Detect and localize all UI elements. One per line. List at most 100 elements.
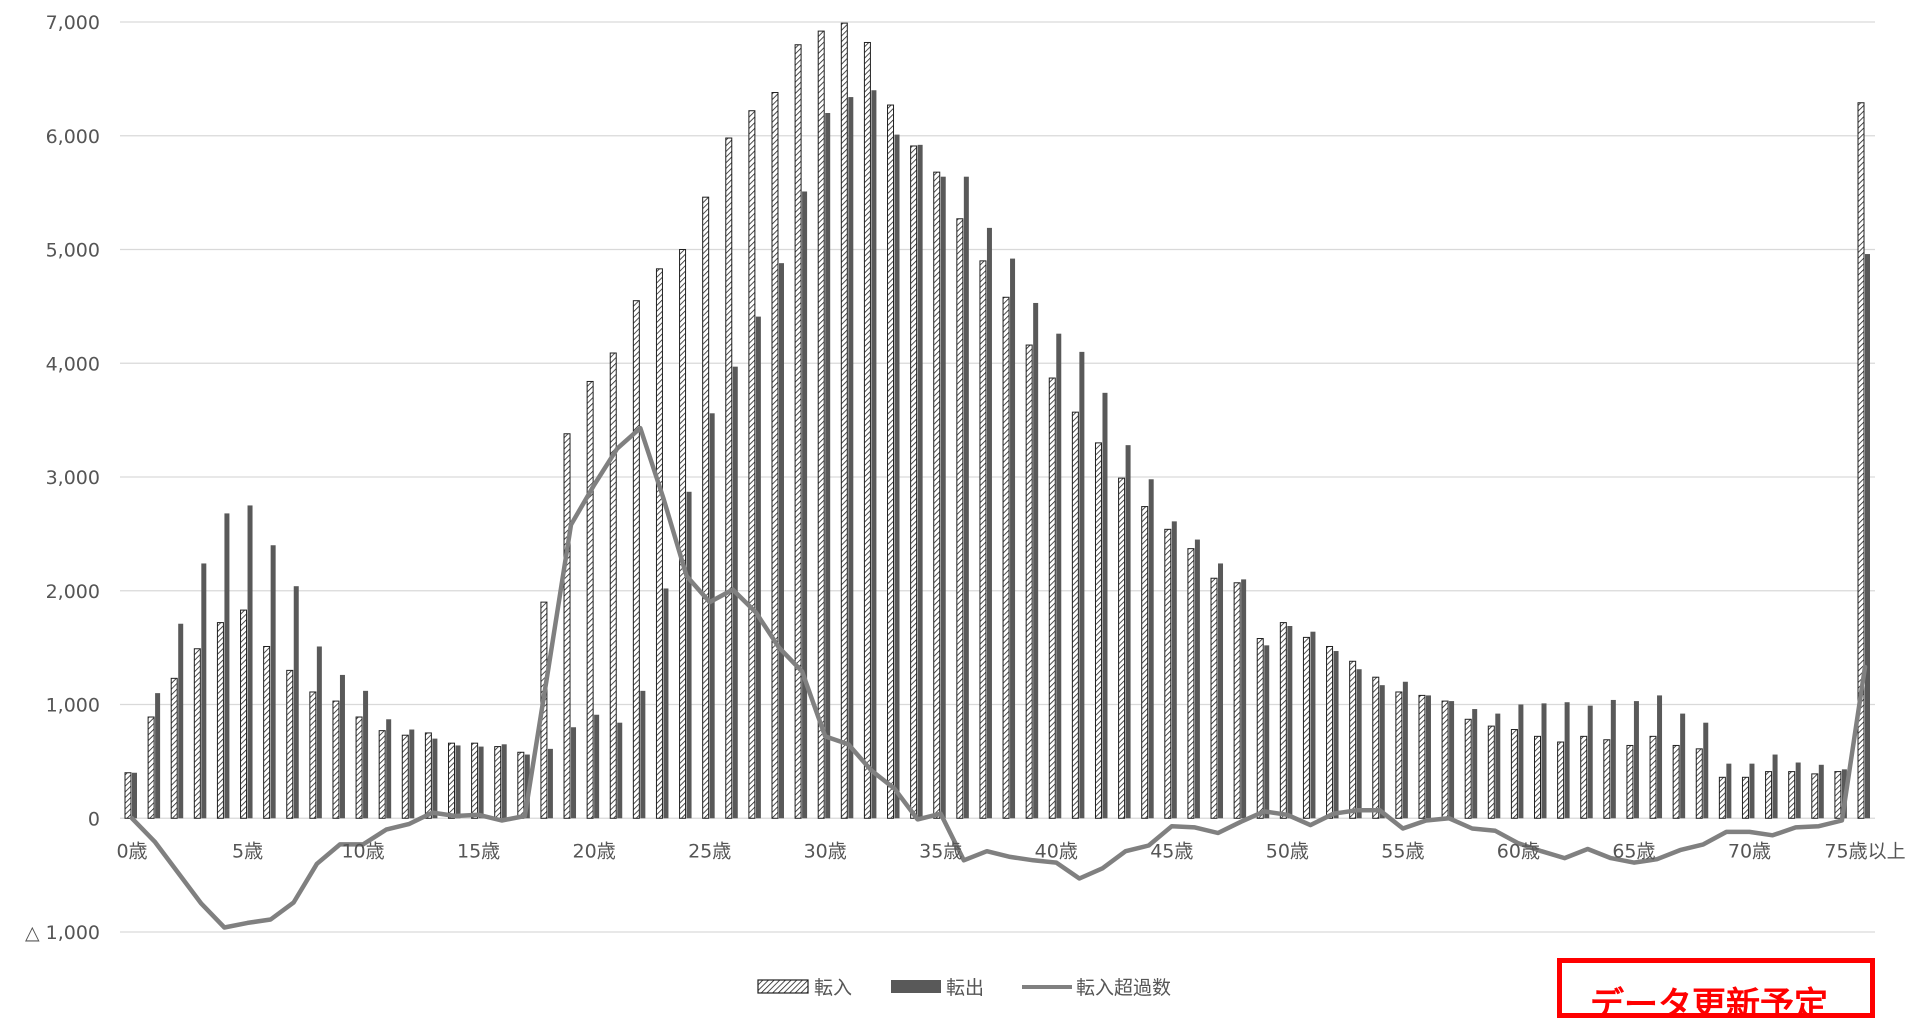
x-tick-label: 60歳 — [1497, 840, 1540, 862]
bar-outflow — [1796, 763, 1801, 819]
bar-outflow — [1657, 695, 1662, 818]
bar-inflow — [726, 138, 732, 818]
bar-inflow — [148, 717, 154, 818]
bar-inflow — [888, 105, 894, 818]
bar-inflow — [310, 692, 316, 818]
x-tick-label: 35歳 — [919, 840, 962, 862]
bar-inflow — [1165, 529, 1171, 818]
bar-inflow — [934, 172, 940, 818]
legend-label-outflow: 転出 — [946, 977, 984, 999]
bar-outflow — [1611, 700, 1616, 818]
bar-outflow — [1703, 723, 1708, 819]
bar-inflow — [841, 23, 847, 818]
bar-inflow — [1303, 637, 1309, 818]
x-tick-label: 65歳 — [1612, 840, 1655, 862]
bar-outflow — [224, 513, 229, 818]
bar-outflow — [871, 90, 876, 818]
bar-inflow — [1419, 695, 1425, 818]
bar-outflow — [1819, 765, 1824, 818]
bar-outflow — [363, 691, 368, 818]
bar-outflow — [1565, 702, 1570, 818]
bar-outflow — [1310, 632, 1315, 819]
bar-outflow — [317, 646, 322, 818]
bar-inflow — [564, 434, 570, 818]
bar-outflow — [340, 675, 345, 818]
bar-inflow — [818, 31, 824, 818]
bar-outflow — [155, 693, 160, 818]
bar-outflow — [1149, 479, 1154, 818]
y-tick-label: 7,000 — [46, 12, 100, 34]
bar-inflow — [1558, 742, 1564, 818]
bar-outflow — [1680, 714, 1685, 819]
y-axis-labels: △ 1,000 0 1,000 2,000 3,000 4,000 5,000 6,000 7,… — [25, 12, 100, 944]
bar-outflow — [710, 413, 715, 818]
bar-outflow — [1865, 254, 1870, 818]
bar-outflow — [964, 177, 969, 819]
bar-inflow — [1835, 772, 1841, 819]
bar-inflow — [287, 670, 293, 818]
bar-inflow — [957, 219, 963, 818]
bar-outflow — [1726, 764, 1731, 819]
bar-outflow — [663, 588, 668, 818]
bar-outflow — [1172, 521, 1177, 818]
legend-label-net: 転入超過数 — [1076, 977, 1171, 999]
bar-inflow — [610, 353, 616, 818]
x-tick-label: 30歳 — [804, 840, 847, 862]
bar-inflow — [333, 701, 339, 818]
bar-inflow — [772, 93, 778, 819]
legend-swatch-inflow — [758, 980, 808, 993]
bar-outflow — [1426, 695, 1431, 818]
bar-inflow — [1072, 412, 1078, 818]
bar-inflow — [911, 146, 917, 818]
bar-outflow — [132, 773, 137, 819]
bar-inflow — [587, 381, 593, 818]
bar-outflow — [1102, 393, 1107, 818]
bar-inflow — [1442, 701, 1448, 818]
bar-inflow — [1396, 692, 1402, 818]
x-tick-label: 5歳 — [232, 840, 263, 862]
bar-outflow — [432, 739, 437, 819]
bar-inflow — [194, 649, 200, 818]
bar-outflow — [1079, 352, 1084, 818]
bar-outflow — [1588, 706, 1593, 819]
bar-outflow — [571, 727, 576, 818]
x-tick-label: 70歳 — [1728, 840, 1771, 862]
bar-outflow — [617, 723, 622, 819]
x-tick-label: 55歳 — [1381, 840, 1424, 862]
bar-outflow — [201, 563, 206, 818]
bar-inflow — [749, 111, 755, 819]
bar-outflow — [1634, 701, 1639, 818]
bar-inflow — [703, 197, 709, 818]
bar-inflow — [1742, 777, 1748, 818]
line-net-migration — [132, 428, 1865, 927]
bar-outflow — [687, 492, 692, 818]
bar-outflow — [1403, 682, 1408, 819]
bar-inflow — [356, 717, 362, 818]
bar-outflow — [941, 177, 946, 819]
x-tick-label: 10歳 — [341, 840, 384, 862]
bar-inflow — [217, 623, 223, 819]
bar-inflow — [495, 747, 501, 819]
bar-inflow — [1604, 740, 1610, 818]
bar-outflow — [802, 191, 807, 818]
bar-inflow — [633, 301, 639, 819]
bar-inflow — [1327, 646, 1333, 818]
bar-inflow — [1257, 639, 1263, 819]
x-tick-label: 0歳 — [116, 840, 147, 862]
bar-inflow — [1142, 507, 1148, 819]
legend-label-inflow: 転入 — [814, 977, 852, 999]
x-tick-label: 15歳 — [457, 840, 500, 862]
bar-inflow — [425, 733, 431, 818]
bar-outflow — [1380, 685, 1385, 818]
bar-inflow — [1119, 478, 1125, 818]
bar-outflow — [1542, 703, 1547, 818]
bar-outflow — [918, 145, 923, 818]
x-tick-label: 75歳以上 — [1824, 840, 1905, 862]
bar-inflow — [1488, 726, 1494, 818]
bar-inflow — [241, 610, 247, 818]
y-tick-label: △ 1,000 — [25, 922, 100, 944]
bar-inflow — [264, 646, 270, 818]
bar-inflow — [1627, 745, 1633, 818]
bar-outflow — [756, 317, 761, 819]
